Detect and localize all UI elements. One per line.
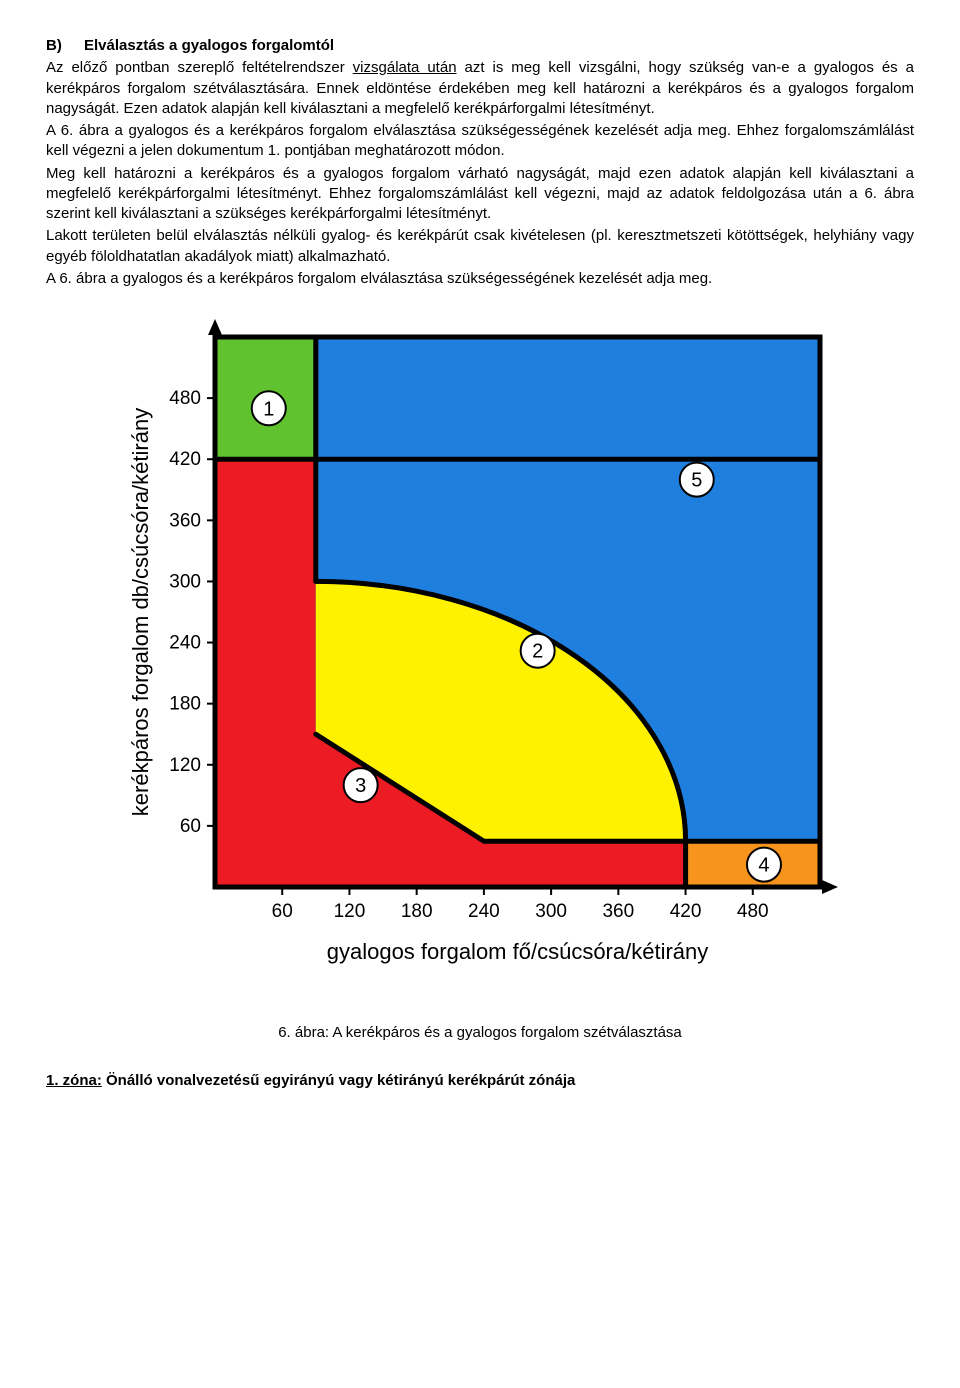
svg-text:360: 360 (602, 901, 634, 922)
svg-text:120: 120 (169, 755, 201, 776)
paragraph-5: A 6. ábra a gyalogos és a kerékpáros for… (46, 269, 914, 289)
svg-text:420: 420 (169, 449, 201, 470)
svg-text:300: 300 (169, 571, 201, 592)
paragraph-3: Meg kell határozni a kerékpáros és a gya… (46, 164, 914, 225)
paragraph-1: Az előző pontban szereplő feltételrendsz… (46, 58, 914, 119)
paragraph-2: A 6. ábra a gyalogos és a kerékpáros for… (46, 121, 914, 162)
svg-text:480: 480 (737, 901, 769, 922)
paragraph-4: Lakott területen belül elválasztás nélkü… (46, 226, 914, 267)
svg-text:240: 240 (468, 901, 500, 922)
heading-title: Elválasztás a gyalogos forgalomtól (84, 37, 334, 54)
svg-text:300: 300 (535, 901, 567, 922)
body-text: Az előző pontban szereplő feltételrendsz… (46, 58, 914, 289)
heading-letter: B) (46, 36, 84, 56)
svg-text:120: 120 (334, 901, 366, 922)
zone-chart: 60 120 180 240 300 360 420 480 60 120 180 240 300 360… (120, 317, 840, 977)
figure-caption: 6. ábra: A kerékpáros és a gyalogos forg… (46, 1023, 914, 1043)
p1-underline: vizsgálata után (353, 59, 457, 76)
section-heading: B)Elválasztás a gyalogos forgalomtól (46, 36, 914, 56)
svg-text:360: 360 (169, 510, 201, 531)
svg-text:180: 180 (401, 901, 433, 922)
zone-chart-svg: 60 120 180 240 300 360 420 480 60 120 180 240 300 360… (120, 317, 840, 977)
svg-text:240: 240 (169, 633, 201, 654)
svg-text:480: 480 (169, 388, 201, 409)
svg-text:60: 60 (180, 816, 201, 837)
footer-text: Önálló vonalvezetésű egyirányú vagy kéti… (102, 1072, 576, 1089)
p1-pre: Az előző pontban szereplő feltételrendsz… (46, 59, 353, 76)
svg-text:60: 60 (272, 901, 293, 922)
svg-text:4: 4 (758, 855, 769, 877)
svg-text:kerékpáros forgalom db/csúcsór: kerékpáros forgalom db/csúcsóra/kétirány (128, 408, 153, 816)
zone-1-footer: 1. zóna: Önálló vonalvezetésű egyirányú … (46, 1071, 914, 1091)
svg-text:180: 180 (169, 694, 201, 715)
svg-text:3: 3 (355, 775, 366, 797)
svg-text:gyalogos forgalom fő/csúcsóra/: gyalogos forgalom fő/csúcsóra/kétirány (327, 939, 709, 964)
svg-text:1: 1 (263, 398, 274, 420)
svg-text:5: 5 (691, 470, 702, 492)
svg-text:2: 2 (532, 641, 543, 663)
footer-label: 1. zóna: (46, 1072, 102, 1089)
svg-text:420: 420 (670, 901, 702, 922)
